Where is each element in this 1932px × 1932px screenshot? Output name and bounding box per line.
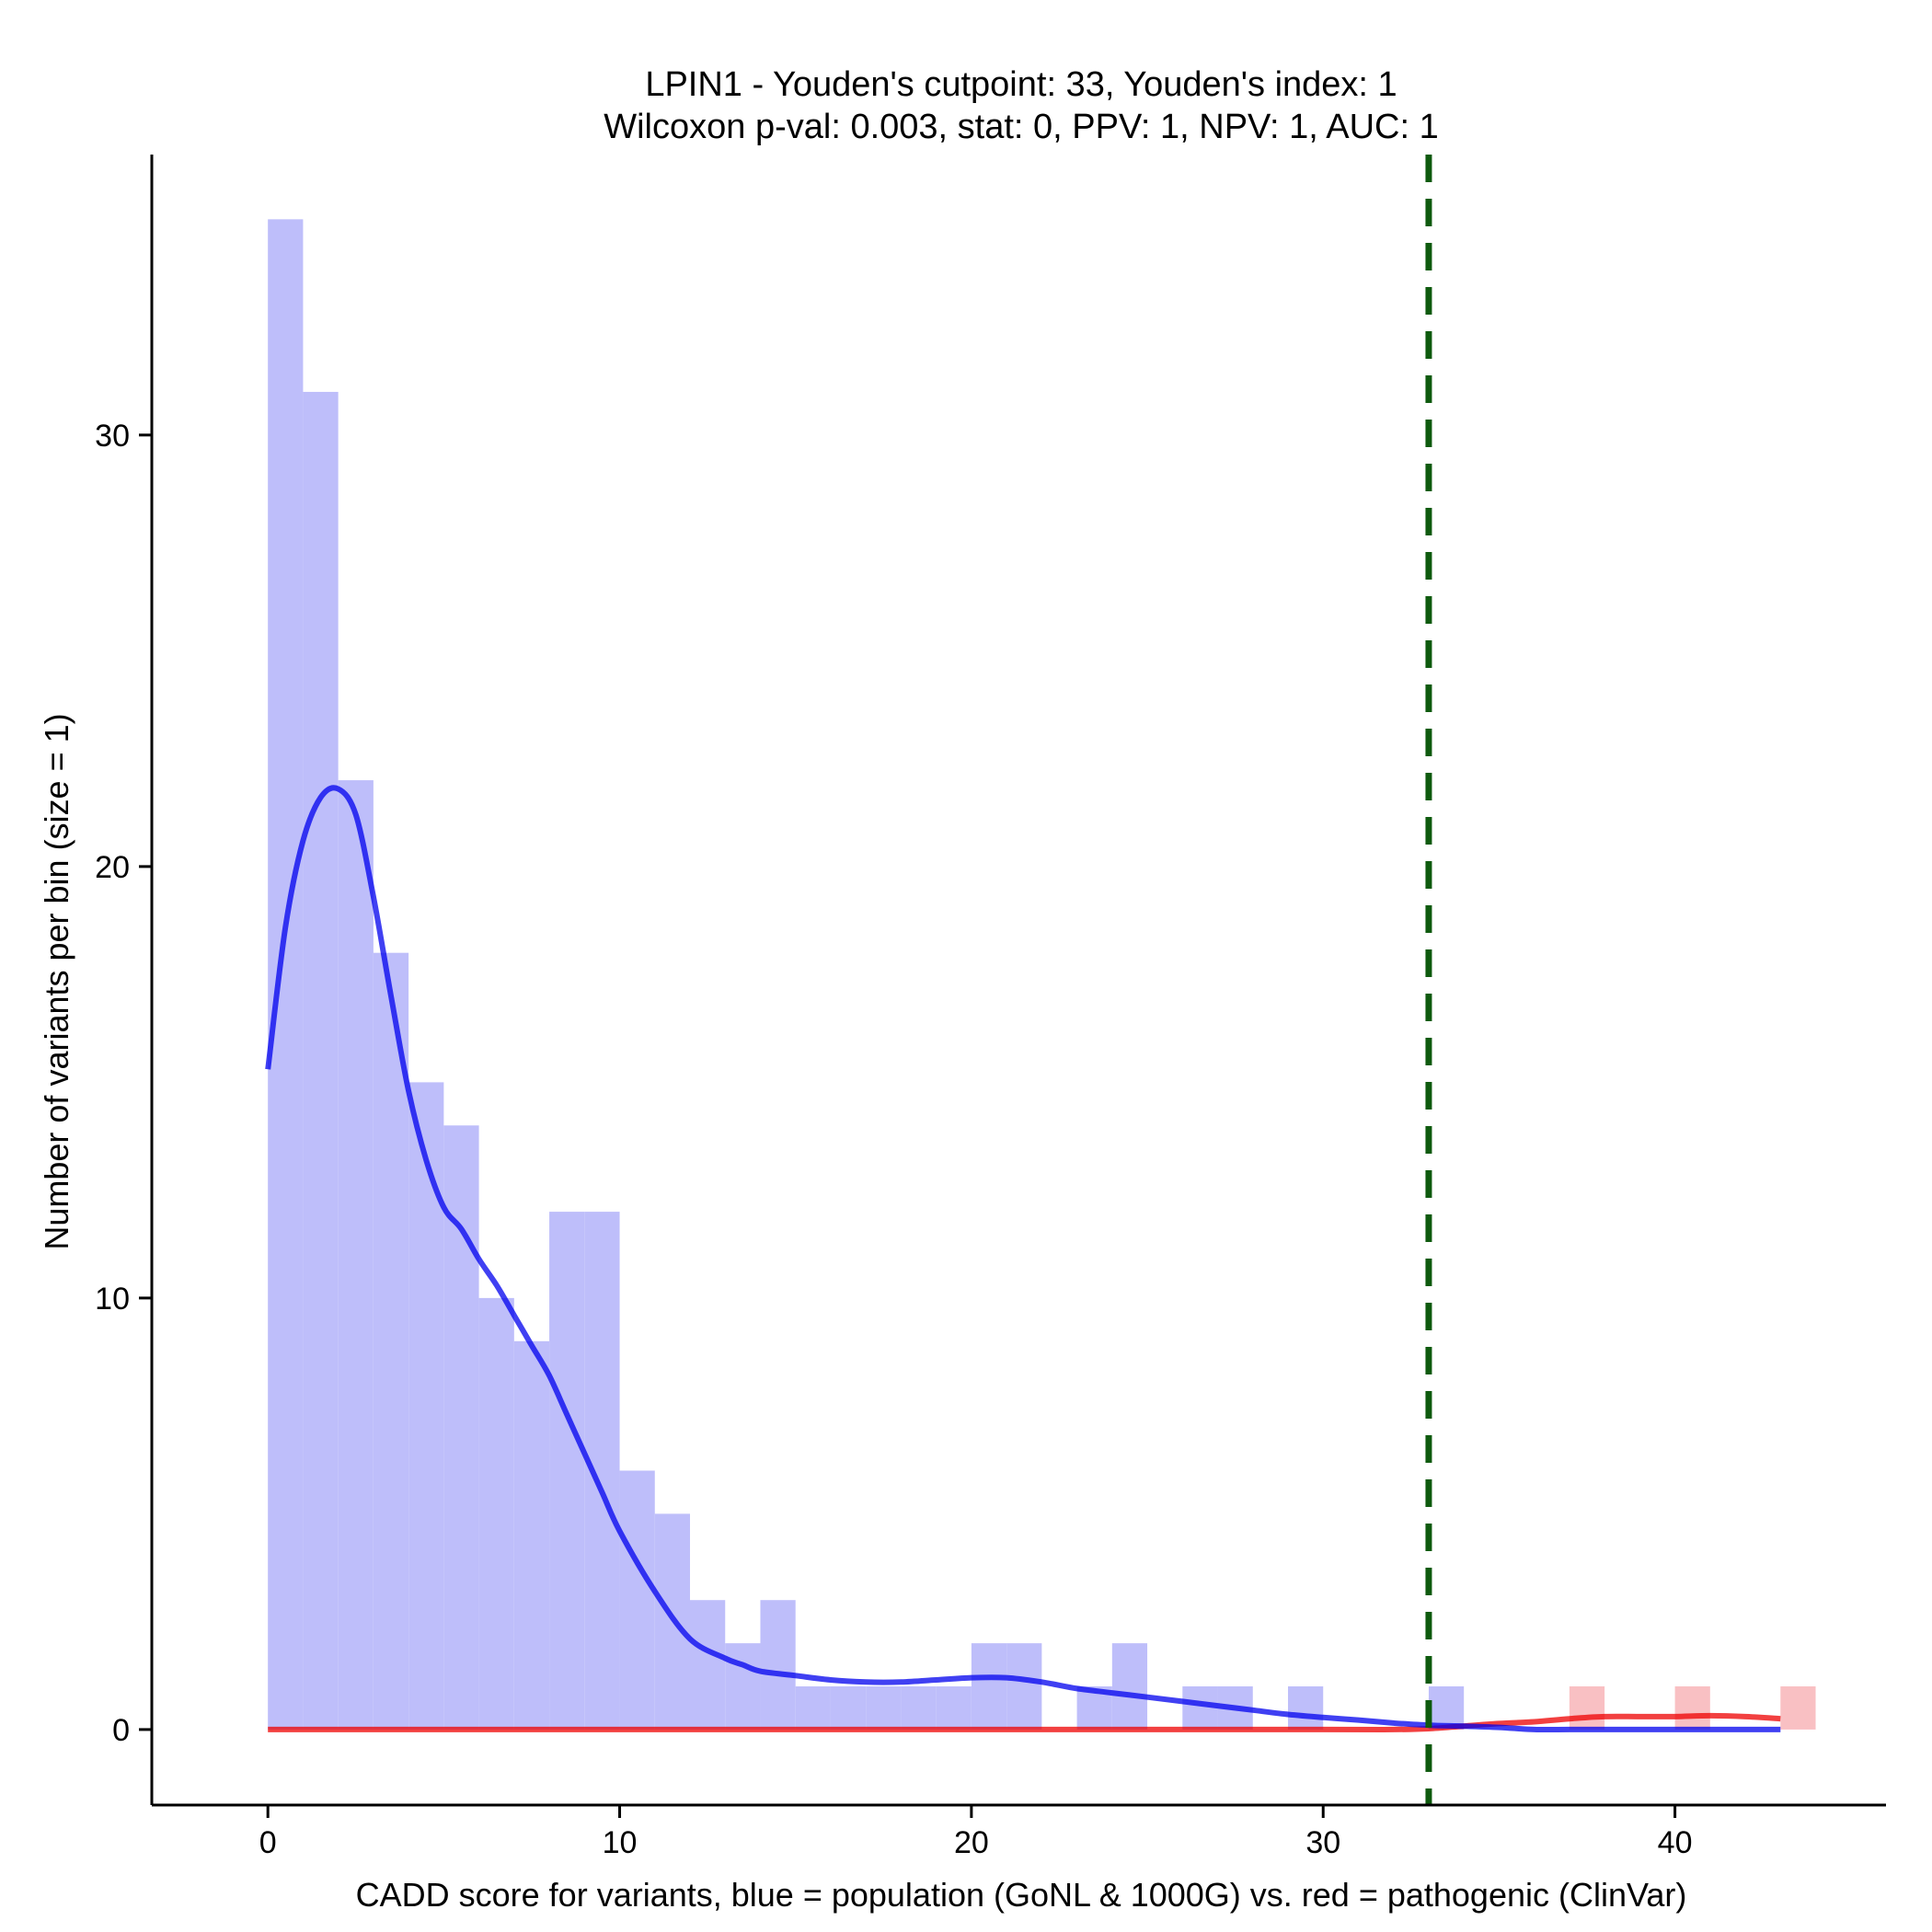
population-bar (513, 1340, 550, 1730)
x-tick-label: 0 (259, 1825, 277, 1860)
population-bar (936, 1686, 972, 1730)
population-bar (373, 952, 409, 1730)
population-bar (690, 1600, 726, 1730)
y-tick-label: 10 (95, 1282, 130, 1317)
x-tick-label: 40 (1658, 1825, 1693, 1860)
population-bar (760, 1600, 796, 1730)
population-bar (1111, 1643, 1148, 1730)
population-bar (901, 1686, 937, 1730)
x-tick-label: 20 (954, 1825, 989, 1860)
pathogenic-bar (1780, 1686, 1816, 1730)
population-bar (1006, 1643, 1042, 1730)
population-bar (619, 1470, 655, 1730)
population-bar (1182, 1686, 1218, 1730)
population-bar (866, 1686, 902, 1730)
population-bar (795, 1686, 831, 1730)
population-bar (408, 1082, 444, 1730)
population-bar (1428, 1686, 1465, 1730)
population-bar (549, 1212, 585, 1730)
chart-subtitle: Wilcoxon p-val: 0.003, stat: 0, PPV: 1, … (604, 108, 1438, 146)
density-layer (265, 785, 1781, 1733)
population-bar (725, 1643, 761, 1730)
population-bar (971, 1643, 1007, 1730)
pathogenic-bar (1674, 1686, 1710, 1730)
y-axis-title: Number of variants per bin (size = 1) (38, 713, 75, 1249)
population-bar (478, 1297, 514, 1730)
population-density-line (265, 785, 1781, 1733)
population-bar (1288, 1686, 1324, 1730)
y-tick-label: 30 (95, 419, 130, 454)
x-tick-label: 10 (603, 1825, 638, 1860)
ticks-layer: 0 10 20 30 40 0 10 20 30 (95, 419, 1692, 1860)
population-bar (303, 391, 339, 1730)
x-axis-title: CADD score for variants, blue = populati… (356, 1876, 1687, 1914)
population-bar (338, 780, 374, 1730)
axes-layer (150, 155, 1886, 1807)
y-tick-label: 20 (95, 850, 130, 885)
population-bar (268, 219, 304, 1730)
population-bar (830, 1686, 867, 1730)
pathogenic-bar (1569, 1686, 1605, 1730)
bars-layer (268, 219, 1816, 1730)
chart-title: LPIN1 - Youden's cutpoint: 33, Youden's … (645, 65, 1397, 104)
x-tick-label: 30 (1305, 1825, 1340, 1860)
y-tick-label: 0 (112, 1713, 130, 1748)
